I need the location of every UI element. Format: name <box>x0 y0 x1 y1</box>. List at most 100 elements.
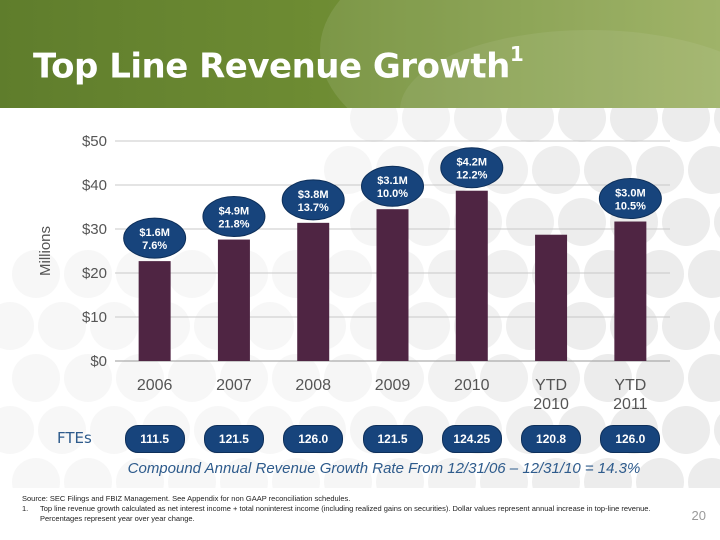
background-circle <box>402 198 450 246</box>
fte-value-pill: 121.5 <box>203 425 264 453</box>
fte-value-pill: 126.0 <box>283 425 344 453</box>
cagr-statement: Compound Annual Revenue Growth Rate From… <box>127 460 641 477</box>
background-circle <box>220 458 268 488</box>
background-circle <box>714 414 720 446</box>
bar <box>455 190 488 361</box>
y-tick-label: $30 <box>82 221 107 238</box>
callout-bubble <box>598 178 662 220</box>
background-circle <box>532 458 580 488</box>
y-tick-label: $0 <box>90 353 107 370</box>
background-circle <box>506 198 554 246</box>
background-circle <box>480 250 528 298</box>
banner-decoration <box>320 0 720 108</box>
x-tick-label: YTD <box>535 377 567 394</box>
background-circle <box>12 250 60 298</box>
background-circle <box>584 458 632 488</box>
background-circle <box>324 354 372 402</box>
background-circle <box>688 146 720 194</box>
background-circle <box>324 250 372 298</box>
background-circle <box>376 354 424 402</box>
ftes-label: FTEs <box>57 429 92 447</box>
background-circle <box>272 458 320 488</box>
bar <box>614 221 647 361</box>
background-circle <box>662 302 710 350</box>
background-circle <box>558 198 606 246</box>
y-axis-title: Millions <box>37 226 54 276</box>
footer-notes: Source: SEC Filings and FBIZ Management.… <box>22 494 662 524</box>
background-circle <box>532 146 580 194</box>
fte-value-pill: 120.8 <box>521 425 582 453</box>
x-tick-label: 2010 <box>533 396 569 413</box>
background-circle <box>12 458 60 488</box>
background-circle <box>324 146 372 194</box>
callout-bubble <box>281 179 345 221</box>
callout-dollar-label: $4.2M <box>456 157 487 169</box>
growth-callout: $1.6M7.6% <box>123 217 187 259</box>
background-circle <box>480 458 528 488</box>
background-circle <box>636 458 684 488</box>
callout-dollar-label: $3.1M <box>377 175 408 187</box>
callout-percent-label: 10.0% <box>377 188 408 200</box>
background-circle <box>714 310 720 342</box>
background-circle <box>402 302 450 350</box>
title-footnote-marker: 1 <box>509 42 524 66</box>
y-tick-label: $10 <box>82 309 107 326</box>
y-tick-label: $20 <box>82 265 107 282</box>
callout-percent-label: 13.7% <box>298 202 329 214</box>
bar <box>376 209 409 361</box>
background-circle <box>116 354 164 402</box>
x-tick-label: 2007 <box>216 377 252 394</box>
fte-value-pill: 124.25 <box>441 425 502 453</box>
background-circle <box>116 458 164 488</box>
callout-bubble <box>440 147 504 189</box>
page-number: 20 <box>691 508 706 523</box>
y-tick-label: $50 <box>82 133 107 150</box>
background-circle <box>480 354 528 402</box>
background-circle <box>220 354 268 402</box>
background-circle <box>688 458 720 488</box>
bar <box>535 234 568 361</box>
bar <box>217 239 250 361</box>
background-circle <box>0 302 34 350</box>
footnote: 1. Top line revenue growth calculated as… <box>22 504 662 524</box>
callout-bubble <box>202 196 266 238</box>
callout-dollar-label: $4.9M <box>219 206 250 218</box>
callout-bubble <box>123 217 187 259</box>
background-circle <box>402 108 450 142</box>
x-tick-label: 2006 <box>137 377 173 394</box>
footnote-text: Top line revenue growth calculated as ne… <box>40 504 651 523</box>
callout-bubble <box>361 165 424 207</box>
background-circle <box>428 354 476 402</box>
background-circle <box>506 108 554 142</box>
background-circle <box>636 354 684 402</box>
background-circle <box>428 458 476 488</box>
callout-percent-label: 21.8% <box>218 219 249 231</box>
background-circle <box>90 302 138 350</box>
background-circle <box>688 250 720 298</box>
background-circle <box>0 406 34 454</box>
footnote-number: 1. <box>22 504 29 513</box>
x-tick-label: 2011 <box>613 396 648 413</box>
fte-value-pill: 126.0 <box>600 425 661 453</box>
background-circle <box>662 108 710 142</box>
background-circle <box>350 108 398 142</box>
source-note: Source: SEC Filings and FBIZ Management.… <box>22 494 351 503</box>
background-circle <box>454 108 502 142</box>
revenue-bar-chart: $0 $10 $20 $30 $40 $50 Millions 2006 2007 2008 200… <box>37 133 670 413</box>
callout-percent-label: 7.6% <box>142 240 167 252</box>
background-circle <box>168 354 216 402</box>
background-circle <box>662 198 710 246</box>
background-circle <box>688 354 720 402</box>
background-circle <box>714 108 720 134</box>
bar <box>138 261 171 361</box>
callout-percent-label: 10.5% <box>615 201 646 213</box>
background-circle <box>64 458 112 488</box>
background-circle <box>12 354 60 402</box>
y-tick-label: $40 <box>82 177 107 194</box>
fte-value-pill: 121.5 <box>362 425 423 453</box>
background-circle <box>38 406 86 454</box>
callout-dollar-label: $3.8M <box>298 189 329 201</box>
